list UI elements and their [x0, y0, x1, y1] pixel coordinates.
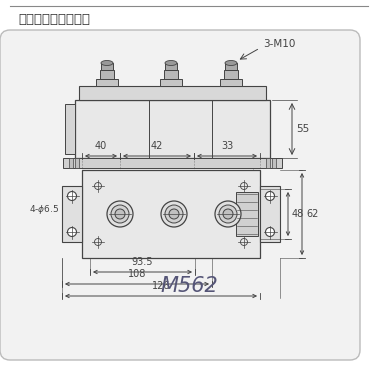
Ellipse shape [225, 60, 237, 65]
Circle shape [165, 205, 183, 223]
Bar [236, 192, 258, 236]
Bar [101, 63, 113, 70]
FancyBboxPatch shape [0, 30, 360, 360]
Circle shape [219, 205, 237, 223]
Text: 模块外型图、安装图: 模块外型图、安装图 [18, 13, 90, 26]
Bar [225, 63, 237, 70]
Bar [63, 158, 282, 168]
Bar [62, 186, 82, 242]
Circle shape [107, 201, 133, 227]
Text: 3-M10: 3-M10 [263, 39, 295, 49]
Bar [75, 100, 270, 158]
Circle shape [223, 209, 233, 219]
Text: 55: 55 [296, 124, 309, 134]
Bar [82, 170, 260, 258]
Bar [160, 79, 182, 86]
Bar [164, 70, 178, 79]
Bar [96, 79, 118, 86]
Circle shape [68, 192, 76, 200]
Text: 33: 33 [221, 141, 233, 151]
Circle shape [68, 228, 76, 237]
Bar [220, 79, 242, 86]
Text: 108: 108 [128, 269, 146, 279]
Circle shape [161, 201, 187, 227]
Circle shape [265, 192, 274, 200]
Circle shape [215, 201, 241, 227]
Bar [260, 186, 280, 242]
Circle shape [265, 228, 274, 237]
Bar [65, 104, 75, 154]
Circle shape [169, 209, 179, 219]
Bar [69, 158, 73, 168]
Text: M562: M562 [160, 276, 218, 296]
Text: 4-$\phi$6.5: 4-$\phi$6.5 [28, 203, 59, 217]
Text: 48: 48 [292, 209, 304, 219]
Text: 40: 40 [95, 141, 107, 151]
Circle shape [111, 205, 129, 223]
Text: 42: 42 [151, 141, 163, 151]
Text: 62: 62 [306, 209, 318, 219]
Bar [79, 86, 266, 100]
Bar [272, 158, 276, 168]
Bar [100, 70, 114, 79]
Text: 93.5: 93.5 [132, 257, 153, 267]
Ellipse shape [101, 60, 113, 65]
Bar [75, 158, 79, 168]
Circle shape [115, 209, 125, 219]
Bar [165, 63, 177, 70]
Bar [266, 158, 270, 168]
Text: 126: 126 [152, 281, 170, 291]
Bar [224, 70, 238, 79]
Ellipse shape [165, 60, 177, 65]
